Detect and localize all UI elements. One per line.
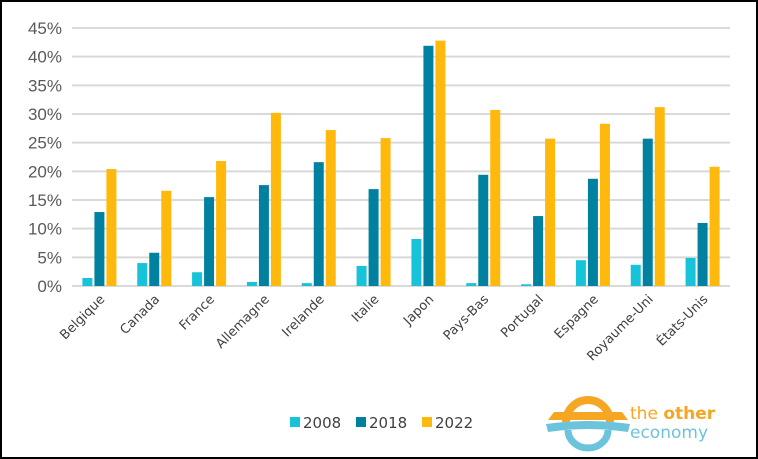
bar-2022-Irelande	[325, 130, 336, 286]
logo-bottom-band-icon	[546, 421, 630, 432]
y-tick-label: 5%	[37, 248, 62, 267]
bar-2022-Pays-Bas	[490, 109, 501, 286]
bar-2008-Pays-Bas	[466, 283, 477, 286]
bar-2008-Italie	[356, 265, 367, 286]
legend-label-2018: 2018	[369, 414, 407, 432]
bar-2022-États-Unis	[709, 166, 720, 286]
bar-2008-Allemagne	[246, 281, 257, 286]
bar-2018-Espagne	[587, 178, 598, 286]
legend-swatch-2022	[422, 417, 432, 427]
legend: 2008 2018 2022	[290, 414, 473, 432]
x-tick-label: Pays-Bas	[441, 292, 492, 343]
logo-text-line2: economy	[630, 423, 708, 443]
x-tick-label: Espagne	[552, 292, 602, 342]
logo-top-band-icon	[548, 412, 628, 420]
x-tick-label: Canada	[117, 292, 163, 338]
bar-2008-Canada	[137, 263, 148, 286]
bar-2018-Portugal	[533, 216, 544, 286]
bar-2018-Pays-Bas	[478, 174, 489, 286]
bar-2022-Portugal	[545, 138, 556, 286]
x-tick-label: Belgique	[57, 292, 108, 343]
bar-2018-Royaume-Uni	[642, 138, 653, 286]
bar-2008-Belgique	[82, 277, 93, 286]
bar-2008-France	[192, 272, 203, 286]
y-tick-label: 25%	[28, 134, 62, 153]
bar-2018-États-Unis	[697, 222, 708, 286]
y-tick-label: 45%	[28, 19, 62, 38]
y-axis-ticks: 0% 5% 10% 15% 20% 25% 30% 35% 40% 45%	[28, 19, 62, 296]
gridlines	[72, 27, 730, 287]
legend-swatch-2008	[290, 417, 300, 427]
y-tick-label: 15%	[28, 191, 62, 210]
logo-bowl-icon	[564, 429, 612, 452]
x-tick-label: France	[177, 292, 218, 333]
x-tick-label: États-Unis	[653, 291, 711, 349]
bar-2008-Japon	[411, 238, 422, 286]
bar-2018-France	[204, 197, 215, 286]
bar-2018-Italie	[368, 189, 379, 286]
x-tick-label: Irelande	[280, 292, 328, 340]
y-tick-label: 40%	[28, 48, 62, 67]
bar-2008-Royaume-Uni	[630, 264, 641, 286]
bar-2022-Canada	[161, 190, 172, 286]
bar-2022-Japon	[435, 40, 446, 286]
bar-2022-Belgique	[106, 169, 117, 286]
bar-2018-Belgique	[94, 212, 105, 286]
bar-2008-Irelande	[301, 283, 312, 286]
y-tick-label: 10%	[28, 220, 62, 239]
bar-2018-Irelande	[313, 162, 324, 286]
y-tick-label: 0%	[37, 277, 62, 296]
bar-2008-Espagne	[575, 260, 586, 286]
x-tick-label: Allemagne	[213, 292, 273, 352]
legend-label-2008: 2008	[303, 414, 341, 432]
bar-2022-Espagne	[599, 123, 610, 286]
bar-2018-Canada	[149, 252, 160, 286]
bars	[82, 40, 720, 287]
bar-2018-Allemagne	[258, 185, 269, 286]
bar-2008-États-Unis	[685, 257, 696, 286]
legend-label-2022: 2022	[435, 414, 473, 432]
bar-2022-Italie	[380, 138, 391, 286]
bar-2022-Royaume-Uni	[654, 107, 665, 287]
x-tick-label: Italie	[349, 292, 382, 325]
y-tick-label: 20%	[28, 162, 62, 181]
logo-text-line1: the other	[630, 404, 716, 424]
bar-2022-Allemagne	[270, 112, 281, 286]
bar-2008-Portugal	[521, 284, 532, 286]
the-other-economy-logo: the other economy	[546, 396, 716, 452]
x-tick-label: Japon	[400, 292, 437, 329]
bar-2018-Japon	[423, 45, 434, 287]
y-tick-label: 30%	[28, 105, 62, 124]
y-tick-label: 35%	[28, 76, 62, 95]
x-tick-label: Portugal	[498, 292, 547, 341]
bar-2022-France	[216, 161, 227, 286]
legend-swatch-2018	[356, 417, 366, 427]
